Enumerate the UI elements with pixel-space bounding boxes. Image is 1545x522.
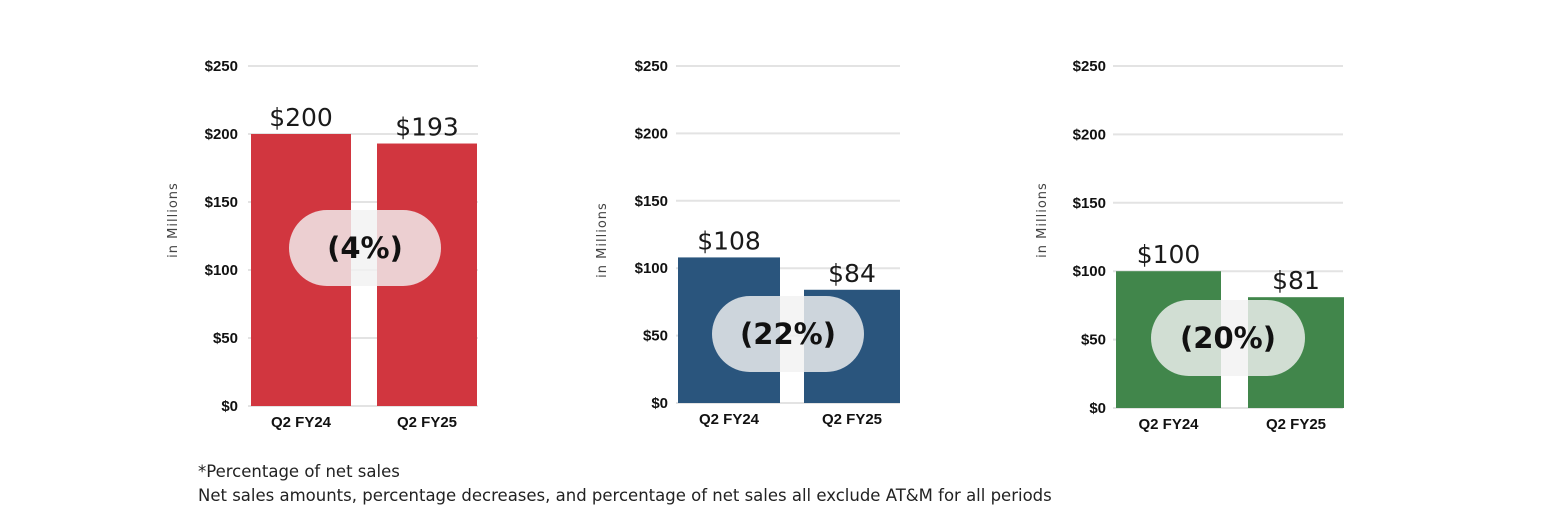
data-label: $200	[269, 103, 333, 132]
footnote-1: *Percentage of net sales	[198, 462, 400, 481]
y-tick-label: $100	[1073, 263, 1106, 280]
data-label: $108	[697, 226, 761, 255]
change-pill	[712, 296, 864, 372]
x-tick-label: Q2 FY25	[397, 414, 457, 431]
bar-chart-3: $0 $50 $100 $150 $200 $250 in Millions $100 Q2 F…	[1035, 58, 1344, 433]
y-tick-label: $50	[643, 328, 668, 345]
y-tick-label: $150	[1073, 195, 1106, 212]
y-tick-label: $50	[1081, 332, 1106, 349]
y-tick-label: $200	[635, 125, 668, 142]
y-axis-label: in Millions	[1035, 182, 1050, 258]
x-tick-label: Q2 FY24	[699, 411, 760, 428]
data-label: $81	[1272, 266, 1320, 295]
change-label: (4%)	[327, 231, 403, 265]
bar-chart-1: $0 $50 $100 $150 $200 $250 in Millions $200 Q2 F…	[166, 58, 478, 431]
x-tick-label: Q2 FY24	[271, 414, 332, 431]
x-tick-label: Q2 FY25	[822, 411, 882, 428]
y-tick-label: $150	[635, 193, 668, 210]
y-axis-label: in Millions	[166, 182, 181, 258]
y-tick-label: $250	[1073, 58, 1106, 75]
y-tick-label: $0	[221, 398, 238, 415]
y-tick-label: $100	[205, 262, 238, 279]
y-tick-label: $250	[635, 58, 668, 75]
bar-chart-2: $0 $50 $100 $150 $200 $250 in Millions $108 Q2 F…	[595, 58, 900, 428]
data-label: $84	[828, 259, 876, 288]
y-tick-label: $50	[213, 330, 238, 347]
y-tick-label: $0	[651, 395, 668, 412]
y-tick-label: $150	[205, 194, 238, 211]
y-tick-label: $100	[635, 260, 668, 277]
y-tick-label: $0	[1089, 400, 1106, 417]
change-label: (22%)	[740, 317, 836, 351]
footnote-2: Net sales amounts, percentage decreases,…	[198, 486, 1052, 505]
x-tick-label: Q2 FY24	[1138, 416, 1199, 433]
change-pill	[1151, 300, 1305, 376]
y-axis-label: in Millions	[595, 202, 610, 278]
y-tick-label: $200	[1073, 126, 1106, 143]
change-label: (20%)	[1180, 321, 1276, 355]
change-pill	[289, 210, 441, 286]
data-label: $100	[1137, 240, 1201, 269]
y-tick-label: $200	[205, 126, 238, 143]
y-tick-label: $250	[205, 58, 238, 75]
data-label: $193	[395, 113, 459, 142]
x-tick-label: Q2 FY25	[1266, 416, 1326, 433]
